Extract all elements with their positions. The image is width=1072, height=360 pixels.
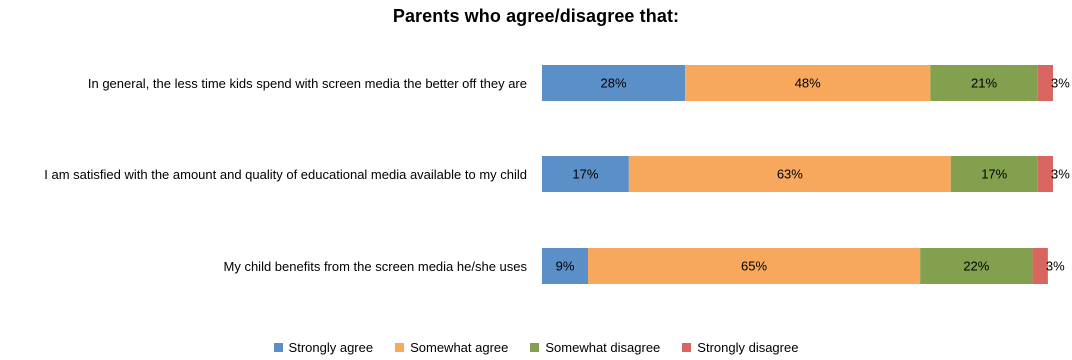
legend-label: Strongly disagree [697, 340, 799, 355]
bar-segment [1037, 156, 1053, 192]
bar-segment [950, 156, 1038, 192]
legend-item: Strongly disagree [682, 340, 798, 355]
legend: Strongly agree Somewhat agree Somewhat d… [0, 340, 1072, 355]
data-label: 3% [1051, 76, 1070, 91]
category-label: My child benefits from the screen media … [223, 258, 527, 274]
data-label: 9% [556, 259, 575, 274]
legend-item: Strongly agree [273, 340, 374, 355]
bar-segment [628, 156, 951, 192]
legend-item: Somewhat disagree [530, 340, 660, 355]
data-label: 3% [1046, 259, 1065, 274]
bar-segment [930, 65, 1038, 101]
legend-item: Somewhat agree [395, 340, 508, 355]
bar-segment [1037, 65, 1053, 101]
stacked-bar-chart: 28% 48% 21% 3% 17% 63% 17% 3% 9% 65% 22% 3% [542, 65, 1070, 284]
bar-segment [542, 156, 629, 192]
bar-segment [542, 248, 588, 284]
legend-swatch [273, 343, 283, 352]
legend-label: Strongly agree [288, 340, 374, 355]
legend-label: Somewhat agree [410, 340, 509, 355]
data-label: 63% [777, 167, 803, 182]
legend-swatch [530, 343, 540, 352]
bar-segment [685, 65, 931, 101]
legend-swatch [682, 343, 692, 352]
bar-segment [920, 248, 1033, 284]
category-label: I am satisfied with the amount and quali… [44, 166, 527, 182]
bar-segment [587, 248, 921, 284]
data-label: 65% [741, 259, 767, 274]
bar-segment [542, 65, 686, 101]
legend-label: Somewhat disagree [545, 340, 661, 355]
chart-title: Parents who agree/disagree that: [392, 6, 680, 26]
data-label: 3% [1051, 167, 1070, 182]
data-label: 17% [981, 167, 1007, 182]
data-label: 48% [795, 76, 821, 91]
data-label: 28% [601, 76, 627, 91]
data-label: 17% [572, 167, 598, 182]
category-label: In general, the less time kids spend wit… [87, 75, 527, 91]
data-label: 22% [963, 259, 989, 274]
legend-swatch [395, 343, 405, 352]
bar-segment [1032, 248, 1048, 284]
data-label: 21% [971, 76, 997, 91]
